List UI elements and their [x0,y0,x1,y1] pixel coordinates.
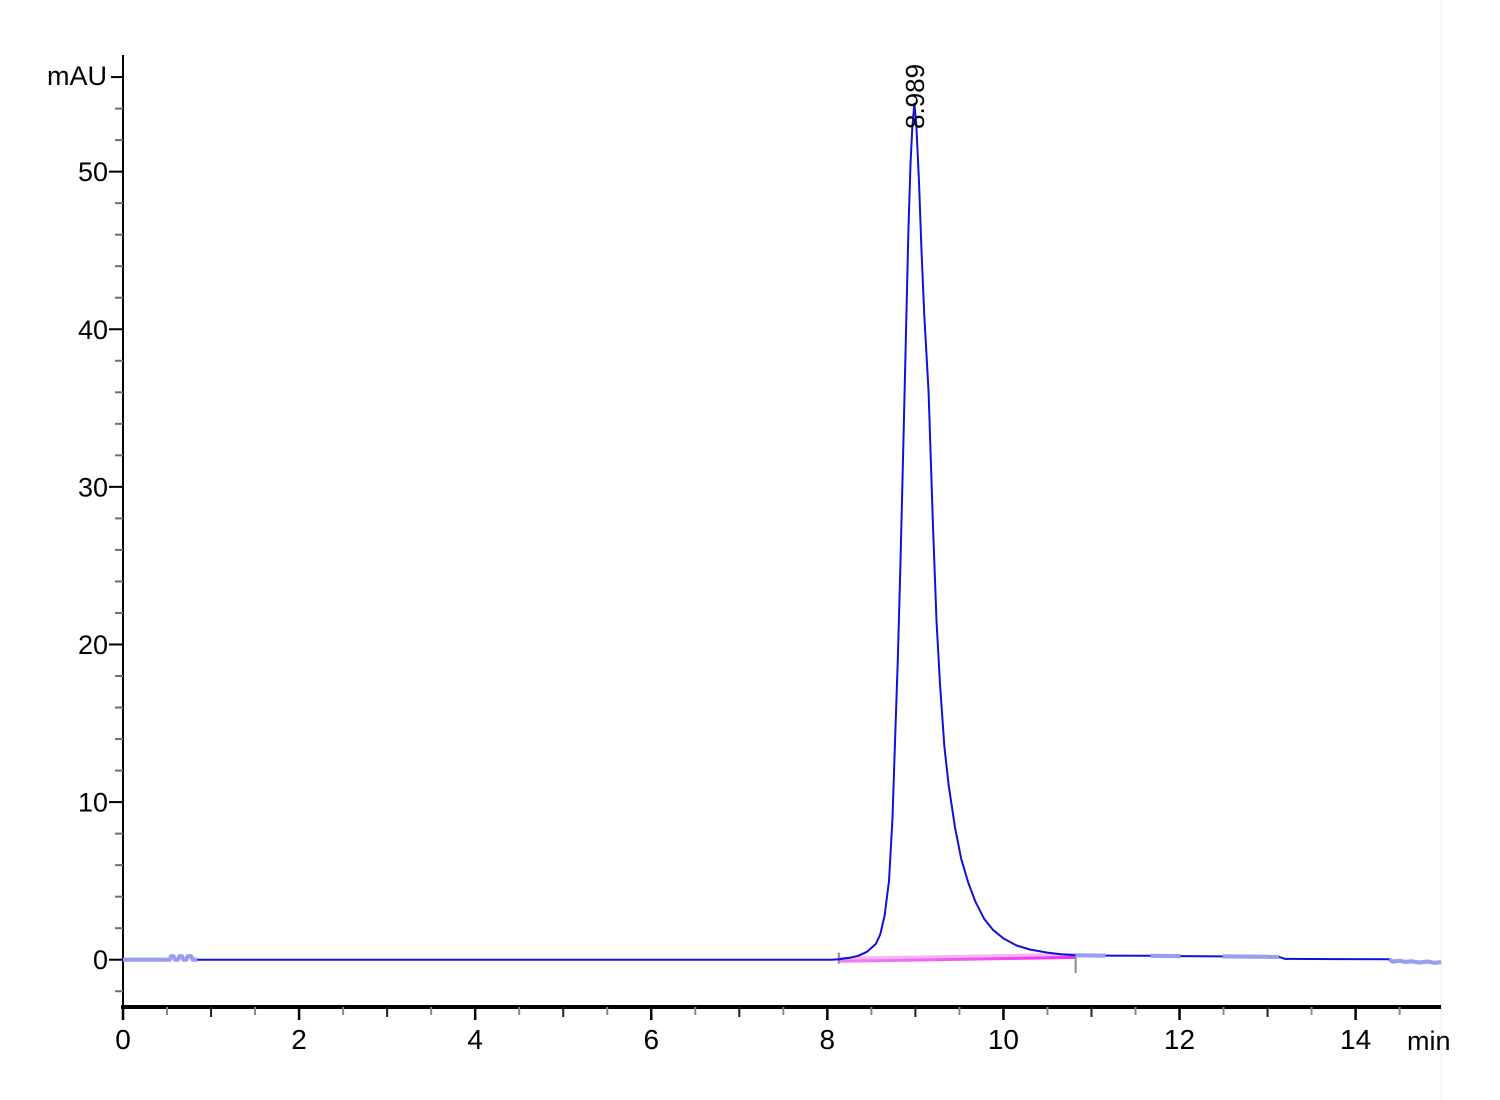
x-tick-label: 2 [291,1024,307,1055]
peak-retention-time-label: 8.989 [900,64,930,129]
x-tick-label: 12 [1164,1024,1195,1055]
y-tick-label: 20 [78,630,108,660]
trace-light-segment [1387,957,1442,965]
y-axis-unit-label: mAU [47,61,107,91]
y-tick-label: 40 [78,315,108,345]
x-tick-label: 14 [1340,1024,1371,1055]
x-tick-label: 8 [820,1024,836,1055]
integration-baseline [838,955,1076,963]
x-tick-label: 0 [115,1024,131,1055]
y-tick-label: 50 [78,157,108,187]
x-axis-unit-label: min [1407,1026,1451,1056]
plot-content-layer: 0 10 20 30 40 50 0 2 4 6 8 10 12 14 [78,55,1442,1055]
y-tick-label: 30 [78,472,108,502]
x-tick-label: 6 [643,1024,659,1055]
trace-light-segment [167,954,197,962]
trace-light-segment [1222,954,1280,959]
integration-baseline-halo [838,952,1076,962]
y-tick-label: 0 [93,945,108,975]
x-tick-label: 4 [467,1024,483,1055]
y-tick-label: 10 [78,788,108,818]
trace-line [123,102,1442,964]
x-tick-label: 10 [988,1024,1019,1055]
